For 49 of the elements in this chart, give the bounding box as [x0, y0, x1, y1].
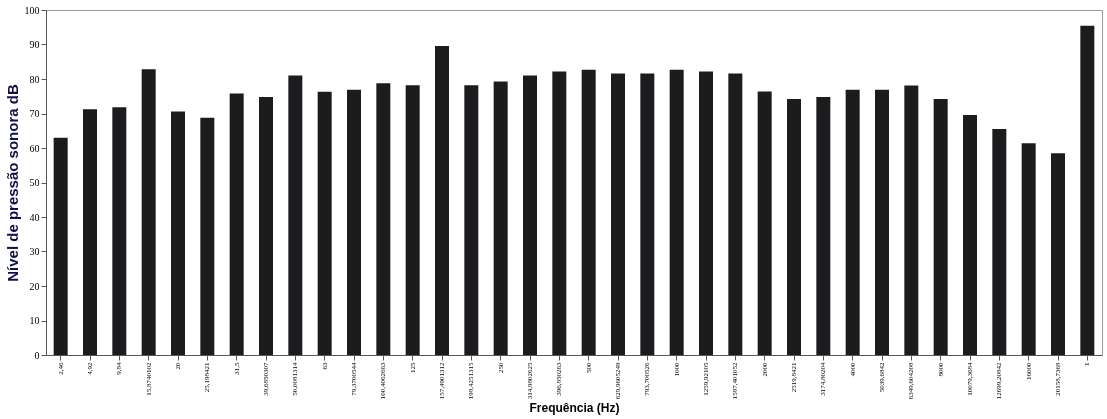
- bar: [141, 69, 156, 355]
- y-tick-label: 100: [24, 4, 40, 16]
- bar: [904, 85, 919, 355]
- bar: [963, 114, 977, 355]
- y-tick-label: 60: [29, 142, 40, 154]
- y-tick-label: 70: [29, 108, 40, 119]
- bar: [1021, 143, 1036, 355]
- bar: [787, 99, 801, 355]
- bar: [317, 91, 332, 355]
- bar: [640, 73, 655, 355]
- bar: [1051, 153, 1065, 355]
- bar: [376, 83, 391, 355]
- bar: [816, 96, 831, 355]
- bar: [405, 85, 420, 355]
- bar: [200, 117, 215, 355]
- bar: [53, 137, 68, 355]
- y-axis-title: Nível de pressão sonora dB: [3, 84, 21, 282]
- bar: [1080, 25, 1095, 355]
- bar: [933, 99, 948, 355]
- bar: [611, 73, 625, 355]
- bar: [347, 89, 361, 355]
- bar: [992, 129, 1007, 355]
- bar: [83, 109, 97, 355]
- bar: [229, 93, 244, 355]
- y-tick-label: 30: [29, 246, 40, 257]
- bar: [669, 69, 684, 355]
- y-tick-label: 90: [29, 39, 40, 50]
- bar: [464, 85, 479, 355]
- y-tick-label: 80: [29, 73, 40, 85]
- y-tick-label: 10: [29, 315, 40, 326]
- bar: [757, 91, 772, 355]
- y-tick-label: 50: [29, 177, 40, 188]
- bar: [581, 69, 596, 355]
- bar: [493, 81, 508, 355]
- bar: [435, 45, 449, 355]
- bar: [171, 111, 185, 355]
- x-axis-title: Frequência (Hz): [529, 401, 620, 416]
- bar: [875, 89, 889, 355]
- bar: [288, 75, 303, 355]
- bar: [699, 71, 713, 355]
- bar: [845, 89, 860, 355]
- bar: [112, 107, 127, 355]
- y-tick-label: 20: [29, 280, 40, 292]
- bar: [728, 73, 743, 355]
- bar: [259, 96, 273, 355]
- y-tick-label: 0: [34, 349, 40, 361]
- y-tick-label: 40: [29, 211, 40, 223]
- bar: [552, 71, 567, 355]
- bar: [523, 75, 537, 355]
